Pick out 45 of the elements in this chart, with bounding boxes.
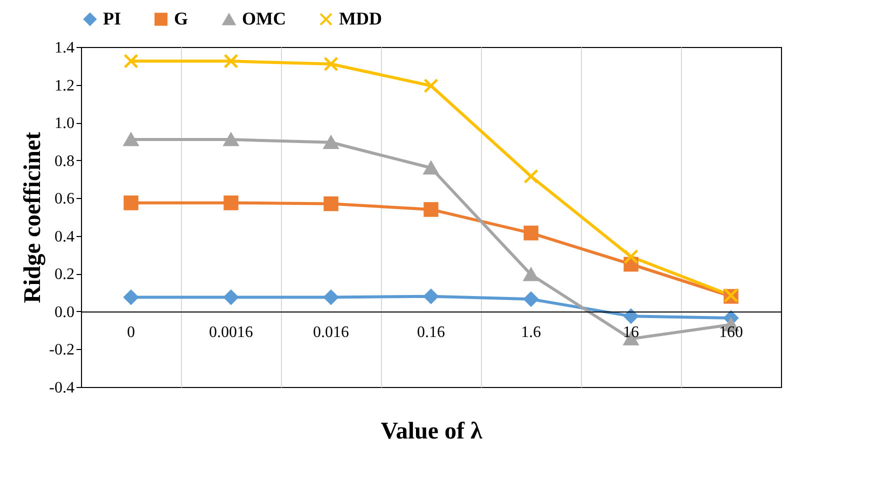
point xyxy=(324,56,338,72)
x-tick-label: 0.0016 xyxy=(209,324,253,341)
y-tick-label: 0.6 xyxy=(54,190,74,208)
point xyxy=(324,136,338,149)
y-tick-label: 0.2 xyxy=(54,266,74,284)
point xyxy=(424,78,438,94)
y-tick-label: 0.0 xyxy=(54,304,74,321)
point xyxy=(124,133,138,146)
point xyxy=(224,54,238,69)
point xyxy=(424,161,438,174)
x-tick-label: 160 xyxy=(719,324,743,341)
y-tick-label: -0.2 xyxy=(49,342,74,359)
point xyxy=(124,54,138,69)
x-tick-label: 0.016 xyxy=(313,324,349,341)
point xyxy=(124,290,138,305)
legend-label: G xyxy=(174,8,188,28)
point xyxy=(424,288,438,304)
point xyxy=(324,290,338,305)
y-tick-label: -0.4 xyxy=(49,380,74,396)
y-tick-label: 0.4 xyxy=(54,228,74,246)
x-tick-label: 16 xyxy=(623,324,639,341)
legend-label: PI xyxy=(103,8,121,28)
point xyxy=(524,226,538,240)
point xyxy=(124,195,138,210)
point xyxy=(224,290,238,305)
y-tick-label: 0.8 xyxy=(54,152,74,170)
y-tick-label: 1.0 xyxy=(54,115,74,132)
x-tick-label: 0.16 xyxy=(417,324,445,341)
point xyxy=(624,249,638,264)
legend-label: OMC xyxy=(242,8,286,28)
point xyxy=(224,133,238,146)
point xyxy=(524,169,538,184)
x-axis-title: Value of λ xyxy=(380,418,482,444)
point xyxy=(324,196,338,212)
point xyxy=(224,195,238,210)
x-tick-label: 1.6 xyxy=(521,324,541,341)
y-tick-label: 1.2 xyxy=(54,77,74,94)
y-tick-label: 1.4 xyxy=(54,40,74,56)
point xyxy=(524,268,538,282)
y-axis-title: Ridge coefficinet xyxy=(20,132,46,304)
point xyxy=(424,202,438,217)
point xyxy=(624,308,638,324)
legend-label: MDD xyxy=(339,8,382,28)
point xyxy=(524,292,538,307)
x-tick-label: 0 xyxy=(127,324,135,341)
